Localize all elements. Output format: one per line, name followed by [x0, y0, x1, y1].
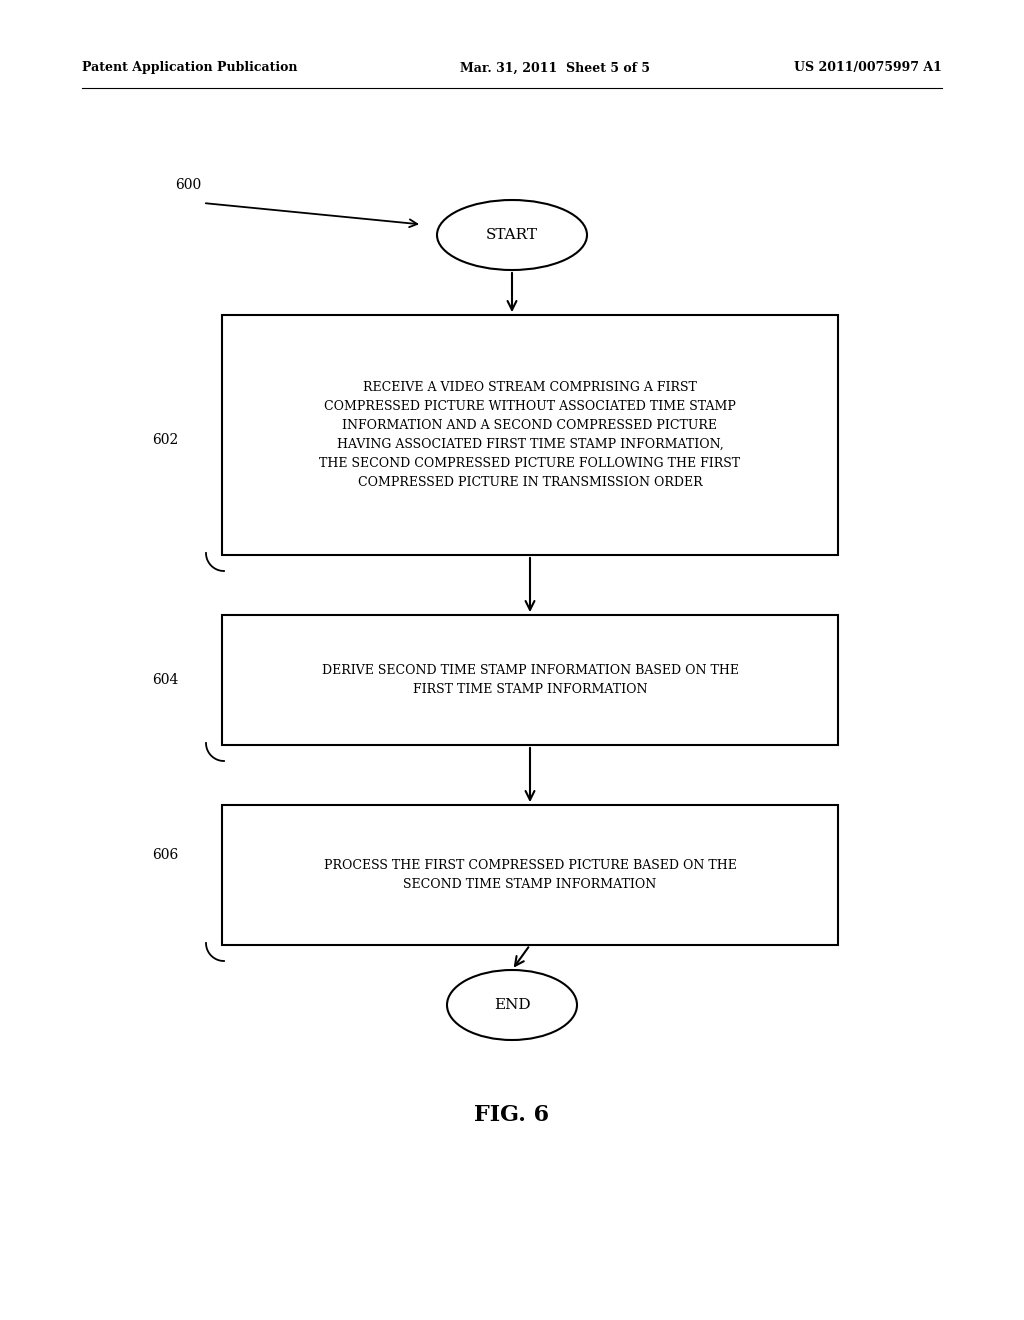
Text: 602: 602 — [152, 433, 178, 447]
Text: PROCESS THE FIRST COMPRESSED PICTURE BASED ON THE
SECOND TIME STAMP INFORMATION: PROCESS THE FIRST COMPRESSED PICTURE BAS… — [324, 859, 736, 891]
Text: START: START — [486, 228, 538, 242]
Bar — [222, 615, 838, 744]
Text: RECEIVE A VIDEO STREAM COMPRISING A FIRST
COMPRESSED PICTURE WITHOUT ASSOCIATED : RECEIVE A VIDEO STREAM COMPRISING A FIRS… — [319, 381, 740, 488]
Text: DERIVE SECOND TIME STAMP INFORMATION BASED ON THE
FIRST TIME STAMP INFORMATION: DERIVE SECOND TIME STAMP INFORMATION BAS… — [322, 664, 738, 696]
Text: END: END — [494, 998, 530, 1012]
Bar — [222, 315, 838, 554]
Text: 604: 604 — [152, 673, 178, 686]
Text: 600: 600 — [175, 178, 202, 191]
Text: Mar. 31, 2011  Sheet 5 of 5: Mar. 31, 2011 Sheet 5 of 5 — [460, 62, 650, 74]
Text: US 2011/0075997 A1: US 2011/0075997 A1 — [795, 62, 942, 74]
Text: Patent Application Publication: Patent Application Publication — [82, 62, 298, 74]
Text: 606: 606 — [152, 847, 178, 862]
Bar — [222, 805, 838, 945]
Text: FIG. 6: FIG. 6 — [474, 1104, 550, 1126]
